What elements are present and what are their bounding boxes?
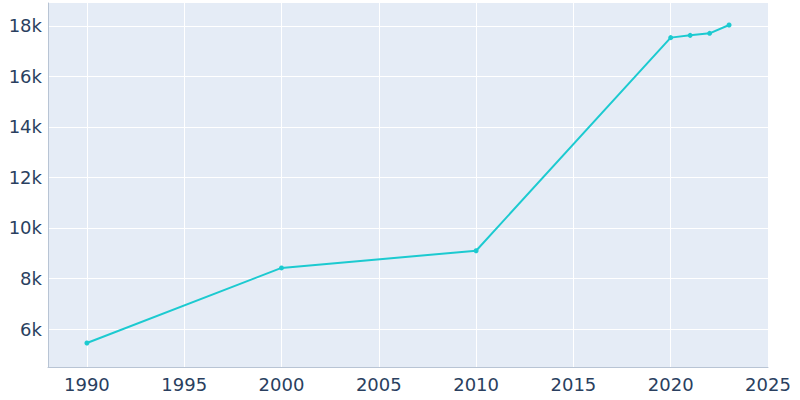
svg-text:2020: 2020	[648, 374, 694, 395]
svg-text:12k: 12k	[9, 167, 43, 188]
svg-text:2000: 2000	[259, 374, 305, 395]
svg-text:16k: 16k	[9, 66, 43, 87]
svg-text:10k: 10k	[9, 217, 43, 238]
svg-text:2010: 2010	[453, 374, 499, 395]
svg-text:2025: 2025	[745, 374, 791, 395]
svg-text:1995: 1995	[161, 374, 207, 395]
svg-text:2015: 2015	[550, 374, 596, 395]
svg-text:1990: 1990	[64, 374, 110, 395]
svg-text:14k: 14k	[9, 116, 43, 137]
svg-text:2005: 2005	[356, 374, 402, 395]
svg-text:8k: 8k	[20, 268, 42, 289]
svg-text:6k: 6k	[20, 319, 42, 340]
svg-text:18k: 18k	[9, 15, 43, 36]
